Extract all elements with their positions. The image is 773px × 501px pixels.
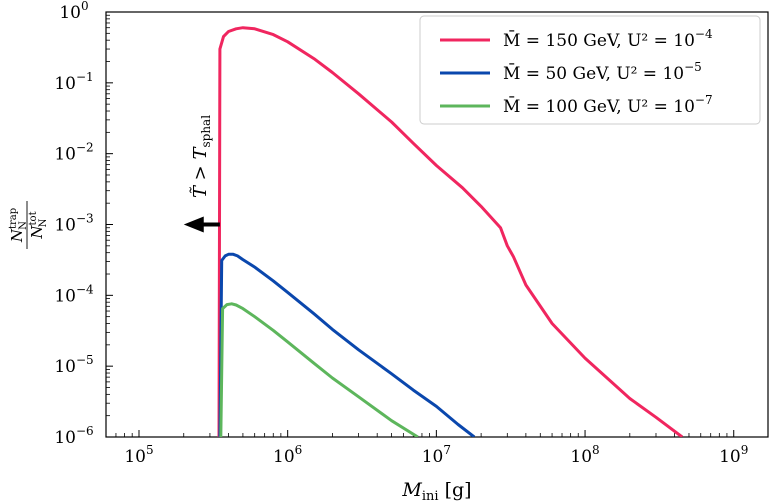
series-line-3 <box>219 302 419 437</box>
annotation-layer: T̃ > Tsphal <box>183 115 220 233</box>
annotation-text: T̃ > Tsphal <box>189 115 213 198</box>
legend-box <box>419 15 761 125</box>
svg-text:NtotN: NtotN <box>28 211 49 239</box>
legend: M̄ = 150 GeV, U² = 10−4 M̄ = 50 GeV, U² =… <box>419 15 761 125</box>
y-tick-label: 10−2 <box>54 141 93 165</box>
series-layer <box>217 26 684 437</box>
x-tick-label: 106 <box>273 443 302 467</box>
legend-label-3: M̄ = 100 GeV, U² = 10−7 <box>503 93 713 117</box>
legend-label-1: M̄ = 150 GeV, U² = 10−4 <box>503 27 713 51</box>
x-axis-label: Mini [g] <box>401 479 471 501</box>
x-tick-label: 105 <box>124 443 153 467</box>
y-tick-label: 100 <box>59 0 88 23</box>
x-tick-label: 107 <box>422 443 451 467</box>
ticks-layer: 105 106 107 108 109 100 10−1 10−2 10−3 10−4 10−5 10… <box>54 0 748 467</box>
svg-text:NtrapN: NtrapN <box>8 208 29 243</box>
annotation-arrow-head <box>183 216 204 233</box>
y-tick-label: 10−4 <box>54 282 94 306</box>
series-line-2 <box>218 252 476 437</box>
y-tick-label: 10−6 <box>54 424 93 448</box>
series-line-1 <box>217 26 684 437</box>
y-tick-label: 10−5 <box>54 353 93 377</box>
x-tick-label: 109 <box>719 443 748 467</box>
x-tick-label: 108 <box>570 443 599 467</box>
y-tick-label: 10−3 <box>54 212 93 236</box>
y-tick-label: 10−1 <box>54 70 93 94</box>
legend-label-2: M̄ = 50 GeV, U² = 10−5 <box>503 60 702 84</box>
y-axis-label: NtrapN NtotN <box>8 201 49 249</box>
